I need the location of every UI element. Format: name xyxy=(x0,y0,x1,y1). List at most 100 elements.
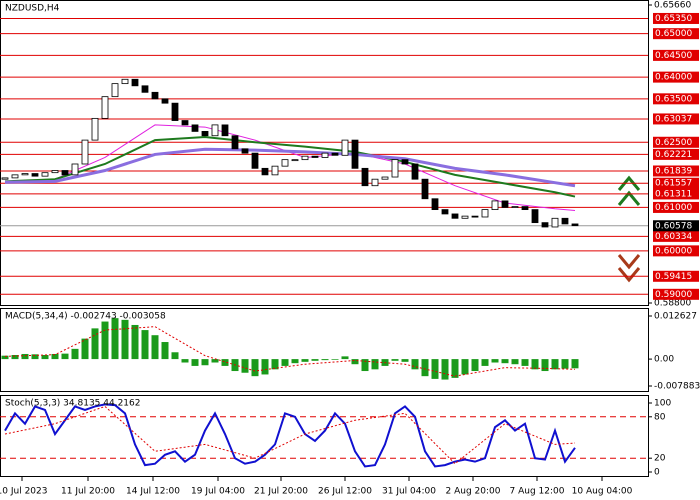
last-price-label: 0.60578 xyxy=(655,221,692,231)
histogram-bar xyxy=(341,356,349,360)
level-label-box xyxy=(653,28,699,40)
histogram-bar xyxy=(461,359,469,375)
histogram-bar xyxy=(121,319,129,360)
histogram-bar xyxy=(111,318,119,360)
panel-title: MACD(5,34,4) -0.002743 -0.003058 xyxy=(5,312,166,322)
candle xyxy=(141,85,149,93)
candle xyxy=(191,124,199,132)
histogram-bar xyxy=(521,359,529,366)
macd-frame xyxy=(0,308,649,392)
signal-line xyxy=(4,326,576,377)
histogram-bar xyxy=(421,359,429,377)
histogram-bar xyxy=(271,359,279,370)
level-label-box xyxy=(653,12,699,24)
histogram-bar xyxy=(371,359,379,370)
candle xyxy=(61,170,69,176)
histogram-bar xyxy=(451,359,459,378)
histogram-bar xyxy=(281,359,289,366)
stoch-frame xyxy=(0,395,649,477)
level-label-box xyxy=(653,245,699,257)
level-label-box xyxy=(653,270,699,282)
histogram-bar xyxy=(491,359,499,363)
down-arrow xyxy=(617,267,641,283)
level-label: 0.64000 xyxy=(655,73,692,83)
x-tick-label: 2 Aug 20:00 xyxy=(446,487,501,497)
histogram-bar xyxy=(171,352,179,360)
x-tick-label: 26 Jul 12:00 xyxy=(318,487,372,497)
level-label: 0.62500 xyxy=(655,138,692,148)
level-label: 0.64500 xyxy=(655,51,692,61)
candle xyxy=(521,206,529,211)
candle xyxy=(281,159,289,167)
histogram-bar xyxy=(21,353,29,360)
candle xyxy=(21,173,29,176)
last-price-box xyxy=(653,220,699,232)
histogram-bar xyxy=(71,348,79,360)
candle xyxy=(231,135,239,150)
level-label-box xyxy=(653,113,699,125)
candle xyxy=(111,83,119,98)
level-label: 0.59000 xyxy=(655,290,692,300)
moving-average xyxy=(4,136,576,198)
level-label: 0.61839 xyxy=(655,166,692,176)
histogram-bar xyxy=(211,359,219,363)
candle xyxy=(461,215,469,219)
level-label: 0.61557 xyxy=(655,179,692,189)
candle xyxy=(1,177,9,180)
candle xyxy=(251,152,259,169)
candle xyxy=(161,98,169,104)
level-label: 0.63500 xyxy=(655,94,692,104)
candle xyxy=(241,148,249,154)
candle xyxy=(151,91,159,100)
histogram-bar xyxy=(541,359,549,372)
histogram-bar xyxy=(221,359,229,366)
histogram-bar xyxy=(351,359,359,365)
histogram-bar xyxy=(311,359,319,361)
level-label-box xyxy=(653,93,699,105)
candle xyxy=(311,155,319,158)
candle xyxy=(51,170,59,174)
level-label: 0.60334 xyxy=(655,232,692,242)
histogram-bar xyxy=(201,359,209,366)
level-label: 0.59415 xyxy=(655,272,692,282)
candle xyxy=(331,152,339,156)
candle xyxy=(71,163,79,176)
histogram-bar xyxy=(141,330,149,360)
candle xyxy=(561,217,569,225)
y-tick-label: 0 xyxy=(654,468,660,478)
level-label-box xyxy=(653,49,699,61)
candle xyxy=(101,96,109,119)
moving-average xyxy=(4,147,576,188)
candle xyxy=(351,139,359,169)
level-label-box xyxy=(653,148,699,160)
histogram-bar xyxy=(511,359,519,365)
histogram-bar xyxy=(61,353,69,360)
panel-title: Stoch(5,3,3) 34.8135 44.2162 xyxy=(5,399,140,409)
candle xyxy=(171,102,179,121)
histogram-bar xyxy=(391,359,399,361)
histogram-bar xyxy=(531,359,539,370)
candle xyxy=(531,209,539,224)
histogram-bar xyxy=(321,359,329,361)
histogram-bar xyxy=(151,335,159,360)
panel-title: NZDUSD,H4 xyxy=(5,4,60,14)
histogram-bar xyxy=(561,359,569,369)
candle xyxy=(441,209,449,215)
y-tick-label: 0.012627 xyxy=(654,312,697,322)
histogram-bar xyxy=(441,359,449,380)
histogram-bar xyxy=(551,359,559,370)
candle xyxy=(471,215,479,218)
level-label-box xyxy=(653,165,699,177)
candle xyxy=(211,124,219,137)
y-tick-label: -0.007883 xyxy=(654,382,700,392)
candle xyxy=(301,155,309,161)
candle xyxy=(401,159,409,165)
candle xyxy=(201,131,209,137)
level-label-box xyxy=(653,177,699,189)
histogram-bar xyxy=(51,353,59,360)
histogram-bar xyxy=(101,321,109,360)
k-line xyxy=(4,403,576,468)
candle xyxy=(271,165,279,176)
histogram-bar xyxy=(161,342,169,360)
